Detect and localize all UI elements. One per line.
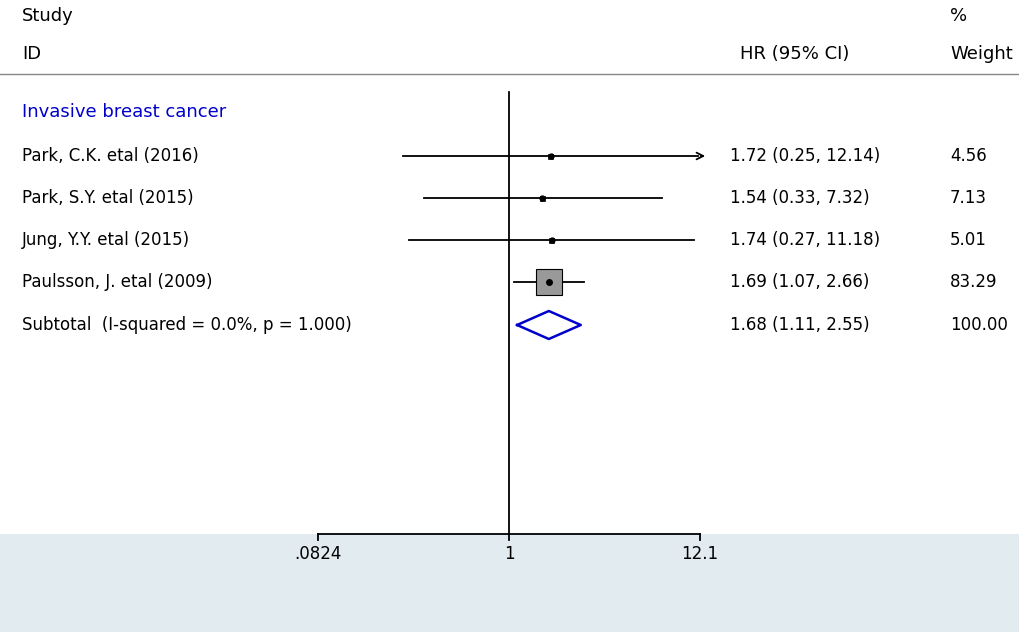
Text: 100.00: 100.00 (949, 316, 1007, 334)
Text: ID: ID (22, 45, 41, 63)
Bar (548, 238, 553, 243)
Text: HR (95% CI): HR (95% CI) (739, 45, 849, 63)
Text: Park, S.Y. etal (2015): Park, S.Y. etal (2015) (22, 189, 194, 207)
Text: 5.01: 5.01 (949, 231, 986, 249)
Text: 1.68 (1.11, 2.55): 1.68 (1.11, 2.55) (730, 316, 869, 334)
Text: Paulsson, J. etal (2009): Paulsson, J. etal (2009) (22, 273, 212, 291)
Bar (539, 195, 544, 200)
Text: 1.69 (1.07, 2.66): 1.69 (1.07, 2.66) (730, 273, 868, 291)
Bar (0, 534, 1019, 632)
Text: Jung, Y.Y. etal (2015): Jung, Y.Y. etal (2015) (22, 231, 190, 249)
Bar (547, 154, 552, 159)
Text: 1.54 (0.33, 7.32): 1.54 (0.33, 7.32) (730, 189, 869, 207)
Text: 12.1: 12.1 (681, 545, 717, 563)
Text: 1: 1 (503, 545, 514, 563)
Text: 1.74 (0.27, 11.18): 1.74 (0.27, 11.18) (730, 231, 879, 249)
Text: Study: Study (22, 7, 73, 25)
Text: 1.72 (0.25, 12.14): 1.72 (0.25, 12.14) (730, 147, 879, 165)
Text: 4.56: 4.56 (949, 147, 985, 165)
Text: Park, C.K. etal (2016): Park, C.K. etal (2016) (22, 147, 199, 165)
Text: Subtotal  (I-squared = 0.0%, p = 1.000): Subtotal (I-squared = 0.0%, p = 1.000) (22, 316, 352, 334)
Text: %: % (949, 7, 966, 25)
Text: Weight: Weight (949, 45, 1012, 63)
Text: Invasive breast cancer: Invasive breast cancer (22, 103, 226, 121)
Text: 83.29: 83.29 (949, 273, 997, 291)
Text: .0824: .0824 (294, 545, 341, 563)
Bar (536, 269, 561, 295)
Text: 7.13: 7.13 (949, 189, 986, 207)
